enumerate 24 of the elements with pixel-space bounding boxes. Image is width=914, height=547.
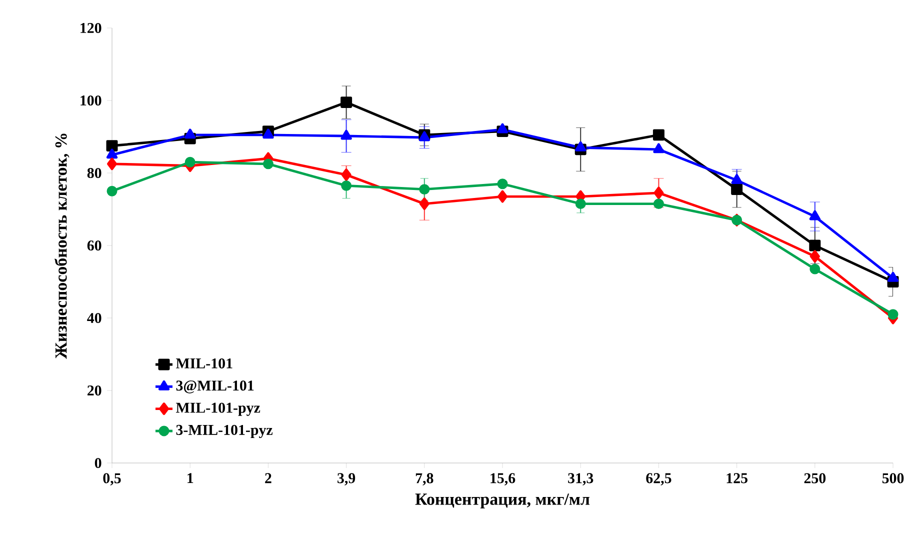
y-tick-label: 80 xyxy=(87,168,102,178)
x-tick-label: 1 xyxy=(188,473,194,484)
y-tick-label: 20 xyxy=(88,385,102,396)
legend-label: MIL-101-pyz xyxy=(176,402,260,416)
x-tick-label: 62,5 xyxy=(646,473,672,486)
x-tick-label: 250 xyxy=(804,473,826,484)
x-tick-label: 31,3 xyxy=(568,473,594,486)
y-tick-label: 0 xyxy=(94,458,102,468)
x-tick-label: 500 xyxy=(882,473,904,484)
y-tick-label: 60 xyxy=(87,240,102,251)
x-tick-label: 15,6 xyxy=(490,473,516,486)
legend-label: MIL-101 xyxy=(176,358,232,368)
y-tick-label: 40 xyxy=(87,312,102,324)
y-tick-label: 120 xyxy=(80,22,102,34)
x-tick-label: 3,9 xyxy=(338,473,356,486)
y-axis-title: Жизнеспособность клеток, % xyxy=(54,134,70,359)
x-tick-label: 2 xyxy=(265,473,272,484)
x-tick-label: 0,5 xyxy=(103,473,121,486)
y-tick-label: 100 xyxy=(80,95,102,106)
x-axis-title: Концентрация, мкг/мл xyxy=(415,494,590,508)
x-tick-label: 125 xyxy=(726,473,748,484)
legend-label: 3-MIL-101-pyz xyxy=(176,424,273,438)
legend-label: 3@MIL-101 xyxy=(176,380,254,394)
x-tick-label: 7,8 xyxy=(416,473,434,486)
